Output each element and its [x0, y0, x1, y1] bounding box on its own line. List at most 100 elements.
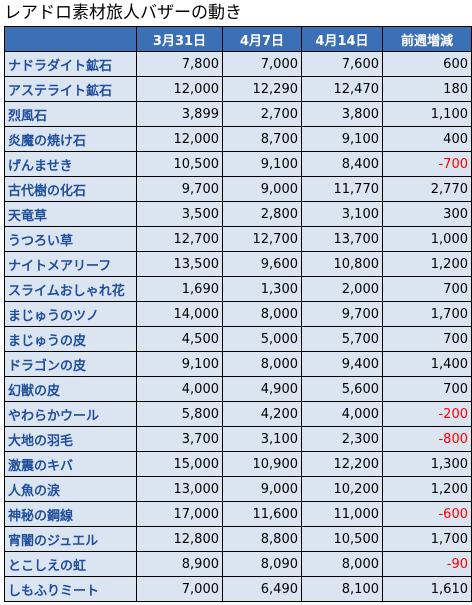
price-apr14-cell: 7,600	[301, 51, 383, 77]
item-name-cell: ナドラダイト鉱石	[4, 51, 137, 77]
price-mar31-cell: 14,000	[136, 301, 223, 327]
item-name-cell: 幻獣の皮	[4, 376, 137, 402]
change-cell: 1,300	[382, 451, 472, 477]
table-row: 烈風石 3,899 2,700 3,800 1,100	[4, 101, 472, 127]
table-row: 古代樹の化石 9,700 9,000 11,770 2,770	[4, 176, 472, 202]
item-name-cell: やわらかウール	[4, 401, 137, 427]
price-mar31-cell: 15,000	[136, 451, 223, 477]
item-name-cell: げんませき	[4, 151, 137, 177]
change-cell: 700	[382, 376, 472, 402]
price-mar31-cell: 9,700	[136, 176, 223, 202]
item-name-cell: まじゅうの皮	[4, 326, 137, 352]
price-apr14-cell: 9,700	[301, 301, 383, 327]
price-apr14-cell: 12,200	[301, 451, 383, 477]
change-cell: 2,770	[382, 176, 472, 202]
price-apr7-cell: 5,000	[222, 326, 302, 352]
price-apr7-cell: 9,000	[222, 476, 302, 502]
change-cell: -200	[382, 401, 472, 427]
price-mar31-cell: 9,100	[136, 351, 223, 377]
item-name-cell: ドラゴンの皮	[4, 351, 137, 377]
header-apr7: 4月7日	[222, 26, 302, 52]
price-apr7-cell: 8,700	[222, 126, 302, 152]
table-row: やわらかウール 5,800 4,200 4,000 -200	[4, 401, 472, 427]
price-apr7-cell: 12,700	[222, 226, 302, 252]
price-mar31-cell: 12,700	[136, 226, 223, 252]
price-mar31-cell: 12,800	[136, 526, 223, 552]
price-apr7-cell: 4,200	[222, 401, 302, 427]
price-apr14-cell: 10,500	[301, 526, 383, 552]
price-apr14-cell: 11,770	[301, 176, 383, 202]
price-mar31-cell: 5,800	[136, 401, 223, 427]
table-row: 天竜草 3,500 2,800 3,100 300	[4, 201, 472, 227]
change-cell: 180	[382, 76, 472, 102]
price-apr14-cell: 3,100	[301, 201, 383, 227]
table-row: 大地の羽毛 3,700 3,100 2,300 -800	[4, 426, 472, 452]
price-mar31-cell: 17,000	[136, 501, 223, 527]
change-cell: 700	[382, 276, 472, 302]
item-name-cell: 宵闇のジュエル	[4, 526, 137, 552]
price-mar31-cell: 3,500	[136, 201, 223, 227]
price-apr14-cell: 5,600	[301, 376, 383, 402]
price-apr14-cell: 5,700	[301, 326, 383, 352]
table-row: 幻獣の皮 4,000 4,900 5,600 700	[4, 376, 472, 402]
price-mar31-cell: 3,899	[136, 101, 223, 127]
price-apr7-cell: 2,800	[222, 201, 302, 227]
price-mar31-cell: 13,500	[136, 251, 223, 277]
price-apr14-cell: 8,000	[301, 551, 383, 577]
change-cell: -700	[382, 151, 472, 177]
change-cell: 1,000	[382, 226, 472, 252]
price-apr7-cell: 9,100	[222, 151, 302, 177]
price-apr14-cell: 2,300	[301, 426, 383, 452]
item-name-cell: 天竜草	[4, 201, 137, 227]
table-row: 激震のキバ 15,000 10,900 12,200 1,300	[4, 451, 472, 477]
change-cell: 600	[382, 51, 472, 77]
table-row: スライムおしゃれ花 1,690 1,300 2,000 700	[4, 276, 472, 302]
price-apr14-cell: 9,100	[301, 126, 383, 152]
table-body: ナドラダイト鉱石 7,800 7,000 7,600 600 アステライト鉱石 12,000…	[4, 51, 472, 602]
item-name-cell: 古代樹の化石	[4, 176, 137, 202]
change-cell: 1,200	[382, 476, 472, 502]
change-cell: 1,700	[382, 301, 472, 327]
sheet-title: レアドロ素材旅人バザーの動き	[4, 3, 242, 23]
header-apr14: 4月14日	[301, 26, 383, 52]
change-cell: -600	[382, 501, 472, 527]
item-name-cell: とこしえの虹	[4, 551, 137, 577]
price-apr7-cell: 8,000	[222, 301, 302, 327]
price-apr7-cell: 3,100	[222, 426, 302, 452]
price-mar31-cell: 7,800	[136, 51, 223, 77]
change-cell: 1,200	[382, 251, 472, 277]
header-row: 3月31日 4月7日 4月14日 前週増減	[4, 26, 472, 52]
header-corner-cell	[4, 26, 137, 52]
table-row: まじゅうのツノ 14,000 8,000 9,700 1,700	[4, 301, 472, 327]
item-name-cell: 大地の羽毛	[4, 426, 137, 452]
price-apr14-cell: 4,000	[301, 401, 383, 427]
price-apr14-cell: 10,200	[301, 476, 383, 502]
table-row: しもふりミート 7,000 6,490 8,100 1,610	[4, 576, 472, 602]
price-apr14-cell: 11,000	[301, 501, 383, 527]
price-apr7-cell: 7,000	[222, 51, 302, 77]
price-apr7-cell: 2,700	[222, 101, 302, 127]
table-row: 人魚の涙 13,000 9,000 10,200 1,200	[4, 476, 472, 502]
price-mar31-cell: 13,000	[136, 476, 223, 502]
price-apr7-cell: 4,900	[222, 376, 302, 402]
price-apr14-cell: 2,000	[301, 276, 383, 302]
item-name-cell: 神秘の鋼線	[4, 501, 137, 527]
price-apr7-cell: 8,000	[222, 351, 302, 377]
change-cell: 1,100	[382, 101, 472, 127]
item-name-cell: 激震のキバ	[4, 451, 137, 477]
price-apr7-cell: 11,600	[222, 501, 302, 527]
price-apr14-cell: 8,100	[301, 576, 383, 602]
price-apr7-cell: 12,290	[222, 76, 302, 102]
header-mar31: 3月31日	[136, 26, 223, 52]
price-apr7-cell: 9,600	[222, 251, 302, 277]
change-cell: 300	[382, 201, 472, 227]
price-apr7-cell: 1,300	[222, 276, 302, 302]
item-name-cell: 炎魔の焼け石	[4, 126, 137, 152]
table-row: ナドラダイト鉱石 7,800 7,000 7,600 600	[4, 51, 472, 77]
price-apr7-cell: 8,090	[222, 551, 302, 577]
price-mar31-cell: 12,000	[136, 76, 223, 102]
change-cell: 700	[382, 326, 472, 352]
table-row: うつろい草 12,700 12,700 13,700 1,000	[4, 226, 472, 252]
price-mar31-cell: 4,500	[136, 326, 223, 352]
